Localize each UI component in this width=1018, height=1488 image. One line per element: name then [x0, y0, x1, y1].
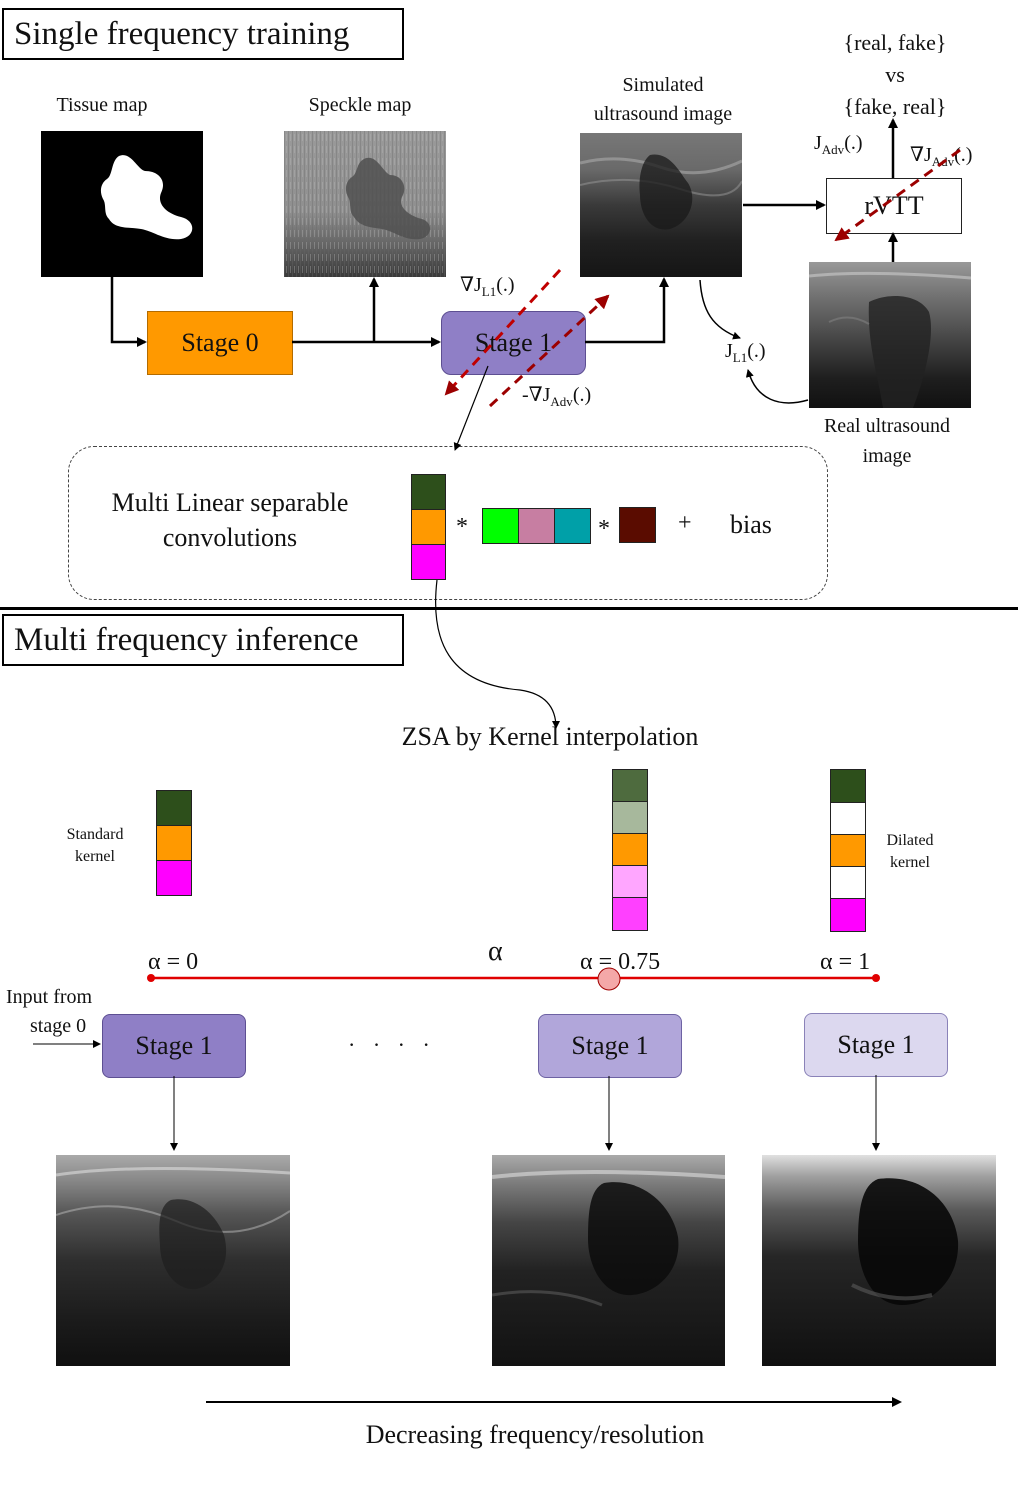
training-section-title: Single frequency training	[2, 8, 404, 60]
stage1-alpha0-box: Stage 1	[102, 1014, 246, 1078]
dilated-kernel-cell-4	[830, 866, 866, 899]
input-from-label-1: Input from	[6, 986, 93, 1008]
mls-label-line2: convolutions	[162, 523, 298, 552]
real-label-line1: Real ultrasound	[823, 415, 951, 437]
dilated-kernel-label-2: kernel	[890, 854, 930, 871]
bias-label: bias	[730, 510, 772, 539]
depth-kernel-cell	[619, 507, 656, 543]
standard-kernel-cell-2	[156, 825, 192, 861]
stage1-alpha075-box: Stage 1	[538, 1014, 682, 1078]
output-image-alpha075	[492, 1155, 725, 1366]
arrow-stage1-to-simulated	[585, 277, 669, 344]
stage0-label: Stage 0	[181, 328, 259, 357]
real-label-line2: image	[862, 445, 912, 467]
arrow-real-to-jl1	[745, 369, 809, 404]
stage1-alpha0-label: Stage 1	[135, 1031, 213, 1060]
star-2: *	[598, 516, 610, 542]
decreasing-frequency-label: Decreasing frequency/resolution	[365, 1420, 705, 1449]
tissue-map-image	[41, 131, 203, 277]
alpha-075-label: α = 0.75	[580, 949, 661, 975]
rvtt-label: rVTT	[864, 191, 924, 220]
dilated-kernel-cell-1	[830, 769, 866, 803]
real-fake-line1: {real, fake}	[843, 30, 947, 55]
rvtt-box: rVTT	[826, 178, 962, 234]
output-image-alpha0	[56, 1155, 290, 1366]
speckle-map-label: Speckle map	[308, 94, 412, 116]
stage1-alpha1-label: Stage 1	[837, 1030, 915, 1059]
hkernel-cell-3	[554, 508, 591, 544]
grad-jadv-label: ∇JAdv(.)	[910, 144, 973, 169]
pointer-stage1-to-panel	[453, 365, 489, 451]
simulated-label-line2: ultrasound image	[593, 103, 733, 125]
alpha-0-label: α = 0	[148, 949, 199, 975]
standard-kernel-cell-3	[156, 860, 192, 896]
stage0-box: Stage 0	[147, 311, 293, 375]
alpha-1-label: α = 1	[820, 949, 871, 975]
mls-label-line1: Multi Linear separable	[111, 488, 349, 517]
dilated-kernel-cell-2	[830, 802, 866, 835]
arrow-tissue-to-stage0	[110, 277, 147, 347]
standard-kernel-cell-1	[156, 790, 192, 826]
stage1-alpha075-label: Stage 1	[571, 1031, 649, 1060]
tissue-map-label: Tissue map	[56, 94, 148, 116]
plus-sign: +	[678, 510, 692, 536]
interp-kernel-cell-2	[612, 801, 648, 834]
vkernel-cell-2	[411, 509, 446, 545]
simulated-label-line1: Simulated	[622, 74, 704, 96]
interp-kernel-cell-4	[612, 865, 648, 898]
vkernel-cell-1	[411, 474, 446, 510]
dilated-kernel-cell-5	[830, 898, 866, 932]
standard-kernel-label-1: Standard	[66, 826, 124, 843]
dilated-kernel-cell-3	[830, 834, 866, 867]
jl1-loss-label: JL1(.)	[725, 340, 766, 365]
neg-grad-jadv-label: -∇JAdv(.)	[522, 384, 592, 409]
hkernel-cell-1	[482, 508, 519, 544]
alpha-1-point	[872, 974, 880, 982]
simulated-ultrasound-image	[580, 133, 742, 277]
curve-kernel-to-zsa	[435, 579, 560, 729]
star-1: *	[456, 514, 468, 540]
interp-kernel-cell-3	[612, 833, 648, 866]
ellipsis-dots: · · · ·	[348, 1032, 436, 1057]
jadv-top-label: JAdv(.)	[814, 132, 863, 157]
section-divider	[0, 607, 1018, 610]
stage1-alpha1-box: Stage 1	[804, 1013, 948, 1077]
speckle-map-image	[284, 131, 446, 277]
inference-section-title: Multi frequency inference	[2, 614, 404, 666]
real-fake-line2: vs	[885, 62, 905, 87]
stage1-training-box: Stage 1	[441, 311, 586, 375]
standard-kernel-label-2: kernel	[75, 848, 115, 865]
grad-jl1-label: ∇JL1(.)	[460, 274, 515, 299]
real-fake-line3: {fake, real}	[843, 94, 947, 119]
input-from-label-2: stage 0	[30, 1015, 87, 1037]
hkernel-cell-2	[518, 508, 555, 544]
zsa-label: ZSA by Kernel interpolation	[401, 722, 699, 751]
interp-kernel-cell-1	[612, 769, 648, 802]
dilated-kernel-label-1: Dilated	[886, 832, 934, 849]
vkernel-cell-3	[411, 544, 446, 580]
interp-kernel-cell-5	[612, 897, 648, 931]
real-ultrasound-image	[809, 262, 971, 408]
alpha-symbol: α	[488, 936, 503, 967]
arrow-simulated-to-jl1	[699, 279, 741, 340]
stage1-training-label: Stage 1	[474, 328, 553, 357]
output-image-alpha1	[762, 1155, 996, 1366]
